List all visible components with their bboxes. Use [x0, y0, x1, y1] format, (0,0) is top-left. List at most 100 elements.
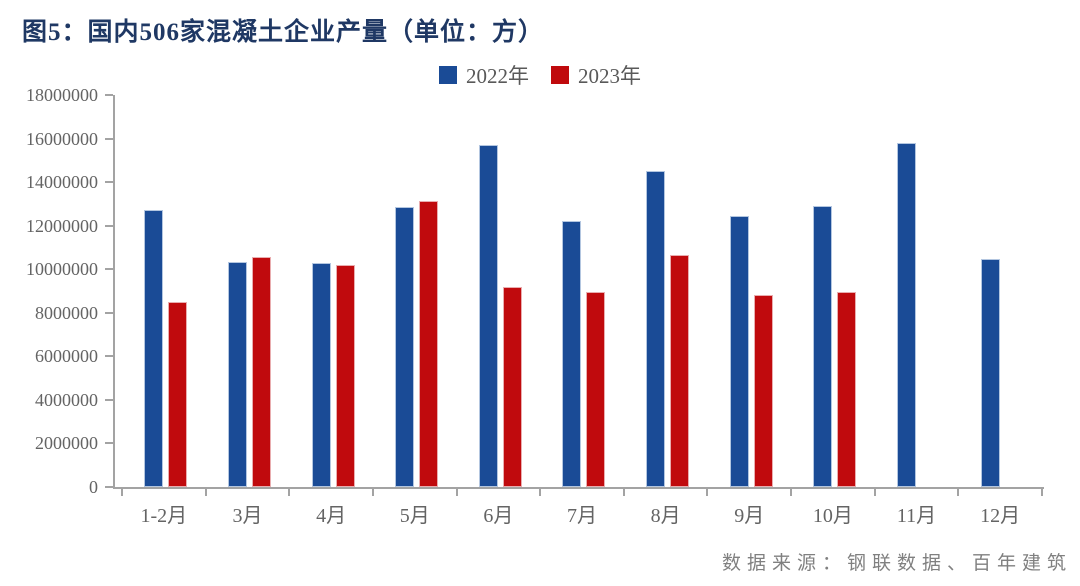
bar-2022年-3月 — [227, 262, 247, 487]
bar-group — [459, 95, 543, 487]
bar-2022年-9月 — [729, 216, 749, 487]
x-tick-label: 12月 — [980, 505, 1021, 527]
bar-2023年-4月 — [335, 265, 355, 487]
y-tick-label: 6000000 — [35, 346, 98, 367]
bar-slot — [646, 171, 666, 487]
y-tick-label: 8000000 — [35, 302, 98, 323]
y-tick — [105, 486, 113, 488]
legend-item-2022: 2022年 — [439, 60, 529, 90]
y-tick-label: 0 — [89, 477, 98, 497]
y-tick — [105, 442, 113, 445]
bar-group — [124, 95, 208, 487]
bar-2023年-7月 — [586, 292, 606, 487]
bar-group — [375, 95, 459, 487]
bar-2023年-8月 — [670, 255, 690, 487]
x-tick-label: 4月 — [316, 505, 347, 527]
x-tick — [204, 489, 207, 496]
bar-slot — [419, 201, 439, 487]
y-tick-label: 18000000 — [26, 85, 98, 105]
x-tick — [455, 489, 458, 496]
y-tick — [105, 224, 113, 227]
bar-2022年-10月 — [813, 206, 833, 487]
x-tick — [371, 489, 374, 496]
y-tick-label: 2000000 — [35, 433, 98, 454]
bar-slot — [837, 292, 857, 487]
bar-slot — [478, 145, 498, 487]
x-tick — [957, 489, 960, 496]
x-tick-label: 1-2月 — [140, 505, 188, 527]
legend: 2022年 2023年 — [0, 60, 1080, 90]
bar-2023年-6月 — [502, 287, 522, 487]
bar-slot — [562, 221, 582, 487]
bar-2023年-5月 — [419, 201, 439, 487]
bar-slot — [729, 216, 749, 487]
x-tick — [706, 489, 709, 496]
x-tick-label: 9月 — [734, 505, 765, 527]
x-tick — [539, 489, 542, 496]
legend-swatch-2023-icon — [551, 66, 569, 84]
plot-area — [113, 95, 1044, 489]
bar-slot — [813, 206, 833, 487]
y-tick-label: 12000000 — [26, 215, 98, 236]
bar-2023年-10月 — [837, 292, 857, 487]
bar-group — [877, 95, 961, 487]
x-tick — [790, 489, 793, 496]
bar-slot — [980, 259, 1000, 487]
chart-title: 图5：国内506家混凝土企业产量（单位：方） — [22, 19, 545, 46]
y-tick — [105, 94, 113, 96]
bar-slot — [502, 287, 522, 487]
x-tick — [121, 489, 123, 496]
bar-group — [960, 95, 1044, 487]
y-tick — [105, 268, 113, 271]
x-tick — [1041, 489, 1043, 496]
legend-label-2023: 2023年 — [578, 64, 641, 88]
x-tick-label: 10月 — [812, 505, 853, 527]
x-tick — [873, 489, 876, 496]
legend-swatch-2022-icon — [439, 66, 457, 84]
bar-2022年-7月 — [562, 221, 582, 487]
bar-group — [626, 95, 710, 487]
bar-group — [709, 95, 793, 487]
bar-group — [208, 95, 292, 487]
y-tick — [105, 137, 113, 140]
y-tick — [105, 311, 113, 314]
y-tick-label: 14000000 — [26, 172, 98, 193]
x-tick-label: 8月 — [650, 505, 681, 527]
bar-slot — [335, 265, 355, 487]
bar-slot — [227, 262, 247, 487]
bar-2023年-9月 — [753, 295, 773, 487]
bar-2023年-3月 — [251, 257, 271, 487]
y-tick — [105, 355, 113, 358]
legend-item-2023: 2023年 — [551, 60, 641, 90]
bar-2022年-5月 — [395, 207, 415, 487]
bar-2023年-1-2月 — [168, 302, 188, 487]
bar-slot — [670, 255, 690, 487]
bar-slot — [311, 263, 331, 487]
bar-2022年-6月 — [478, 145, 498, 487]
x-tick — [622, 489, 625, 496]
bar-2022年-11月 — [897, 143, 917, 487]
bar-2022年-4月 — [311, 263, 331, 487]
bar-2022年-12月 — [980, 259, 1000, 487]
y-tick-label: 4000000 — [35, 389, 98, 410]
bar-group — [793, 95, 877, 487]
y-tick — [105, 398, 113, 401]
bar-slot — [586, 292, 606, 487]
y-tick — [105, 181, 113, 184]
x-tick-label: 6月 — [483, 505, 514, 527]
x-tick — [288, 489, 291, 496]
bar-slot — [144, 210, 164, 487]
bar-slot — [897, 143, 917, 487]
bar-slot — [251, 257, 271, 487]
y-tick-label: 16000000 — [26, 128, 98, 149]
x-tick-label: 3月 — [232, 505, 263, 527]
x-tick-label: 11月 — [896, 505, 937, 527]
x-tick-label: 5月 — [399, 505, 430, 527]
source-note: 数据来源：钢联数据、百年建筑 — [721, 553, 1072, 574]
bar-slot — [168, 302, 188, 487]
x-tick-label: 7月 — [566, 505, 597, 527]
bar-group — [542, 95, 626, 487]
bar-slot — [753, 295, 773, 487]
bar-2022年-8月 — [646, 171, 666, 487]
